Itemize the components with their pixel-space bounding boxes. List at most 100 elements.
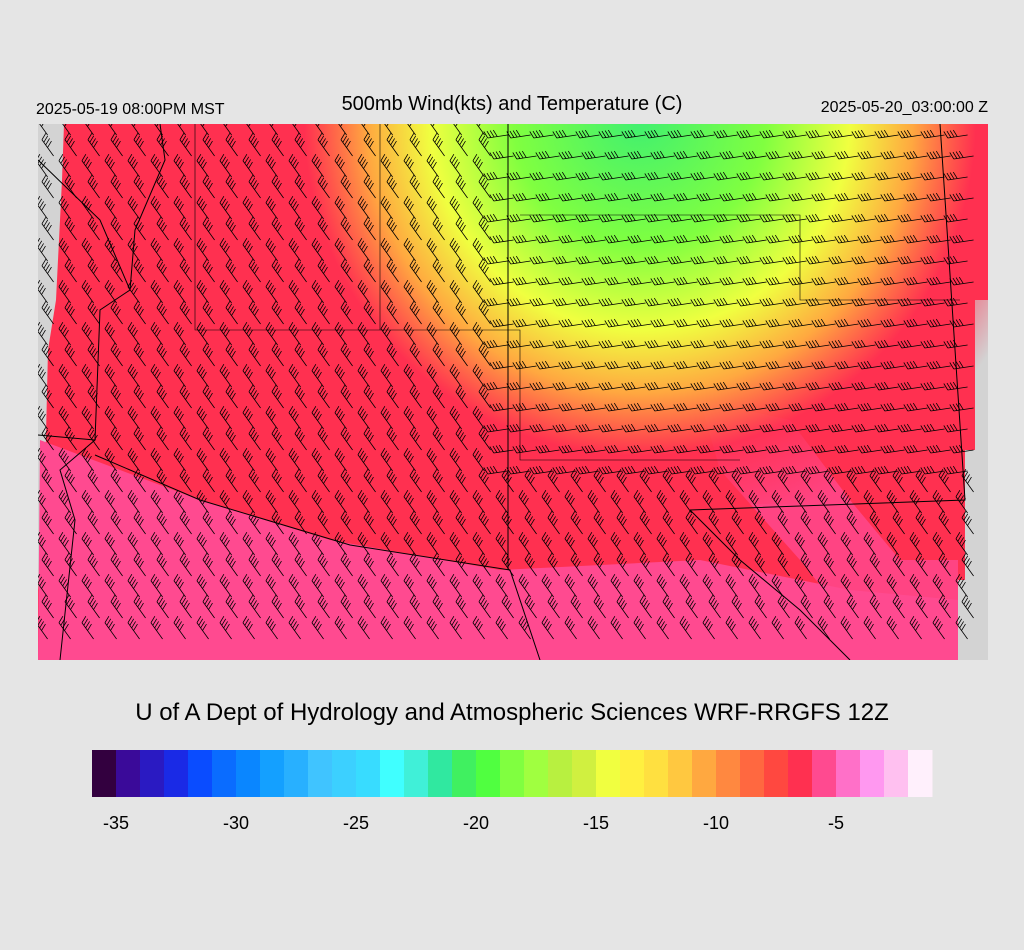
wind-barb: [317, 385, 330, 409]
wind-barb: [673, 192, 698, 202]
wind-barb: [874, 297, 899, 307]
wind-barb: [133, 343, 146, 367]
wind-barb: [558, 234, 583, 244]
wind-barb: [897, 297, 922, 307]
wind-barb: [915, 511, 928, 535]
wind-barb: [897, 423, 922, 433]
wind-barb: [265, 616, 278, 640]
wind-barb: [955, 532, 968, 556]
wind-barb: [874, 213, 899, 223]
wind-barb: [455, 511, 468, 535]
wind-barb: [363, 217, 376, 241]
colorbar-box: [908, 750, 933, 797]
wind-barb: [512, 318, 537, 328]
wind-barb: [248, 133, 261, 157]
wind-barb: [696, 360, 721, 370]
wind-barb: [58, 238, 71, 262]
wind-barb: [581, 318, 606, 328]
wind-barb: [650, 402, 675, 412]
wind-barb: [685, 553, 698, 577]
wind-barb: [961, 511, 974, 535]
wind-barb: [426, 574, 439, 598]
wind-barb: [225, 469, 238, 493]
wind-barb: [903, 234, 928, 244]
wind-barb: [357, 280, 370, 304]
wind-barb: [202, 217, 215, 241]
wind-barb: [558, 360, 583, 370]
wind-barb: [288, 154, 301, 178]
wind-barb: [87, 511, 100, 535]
wind-barb: [104, 280, 117, 304]
wind-barb: [943, 339, 968, 349]
wind-barb: [363, 385, 376, 409]
wind-barb: [805, 423, 830, 433]
wind-barb: [713, 255, 738, 265]
wind-barb: [380, 616, 393, 640]
wind-barb: [357, 532, 370, 556]
wind-barb: [265, 154, 278, 178]
wind-barb: [225, 595, 238, 619]
wind-barb: [926, 402, 951, 412]
wind-barb: [598, 129, 623, 139]
wind-barb: [478, 175, 491, 199]
wind-barb: [667, 171, 692, 181]
wind-barb: [38, 406, 48, 430]
wind-barb: [242, 448, 255, 472]
wind-barb: [386, 511, 399, 535]
wind-barb: [909, 490, 922, 514]
wind-barb: [529, 423, 554, 433]
wind-barb: [110, 343, 123, 367]
wind-barb: [834, 150, 859, 160]
wind-barb: [788, 360, 813, 370]
wind-barb: [874, 129, 899, 139]
wind-barb: [558, 402, 583, 412]
wind-barb: [127, 406, 140, 430]
wind-barb: [598, 381, 623, 391]
wind-barb: [357, 364, 370, 388]
wind-barb: [294, 469, 307, 493]
wind-barb: [512, 150, 537, 160]
wind-barb: [587, 616, 600, 640]
boundary: [689, 124, 966, 511]
wind-barb: [288, 196, 301, 220]
wind-barb: [472, 532, 485, 556]
wind-barb: [719, 318, 744, 328]
wind-barb: [880, 192, 905, 202]
wind-barb: [512, 192, 537, 202]
wind-barb: [903, 444, 928, 454]
wind-barb: [696, 150, 721, 160]
wind-barb: [455, 175, 468, 199]
wind-barb: [334, 490, 347, 514]
wind-barb: [173, 406, 186, 430]
wind-barb: [127, 322, 140, 346]
wind-barb: [225, 175, 238, 199]
wind-barb: [179, 595, 192, 619]
wind-barb: [621, 213, 646, 223]
wind-barb: [788, 318, 813, 328]
wind-barb: [840, 490, 853, 514]
wind-barb: [265, 280, 278, 304]
wind-barb: [403, 406, 416, 430]
wind-barb: [455, 553, 468, 577]
wind-barb: [225, 217, 238, 241]
wind-barb: [104, 574, 117, 598]
wind-barb: [87, 301, 100, 325]
wind-barb: [627, 276, 652, 286]
wind-barb: [196, 616, 209, 640]
wind-barb: [242, 406, 255, 430]
wind-barb: [478, 343, 491, 367]
wind-barb: [271, 175, 284, 199]
wind-barb: [288, 364, 301, 388]
wind-barb: [949, 318, 974, 328]
wind-barb: [311, 574, 324, 598]
wind-barb: [759, 129, 784, 139]
wind-barb: [409, 301, 422, 325]
wind-barb: [317, 595, 330, 619]
wind-barb: [150, 616, 163, 640]
wind-barb: [702, 532, 715, 556]
colorbar-box: [764, 750, 789, 797]
wind-barb: [719, 360, 744, 370]
wind-barb: [409, 259, 422, 283]
wind-barb: [564, 616, 577, 640]
wind-barb: [202, 427, 215, 451]
